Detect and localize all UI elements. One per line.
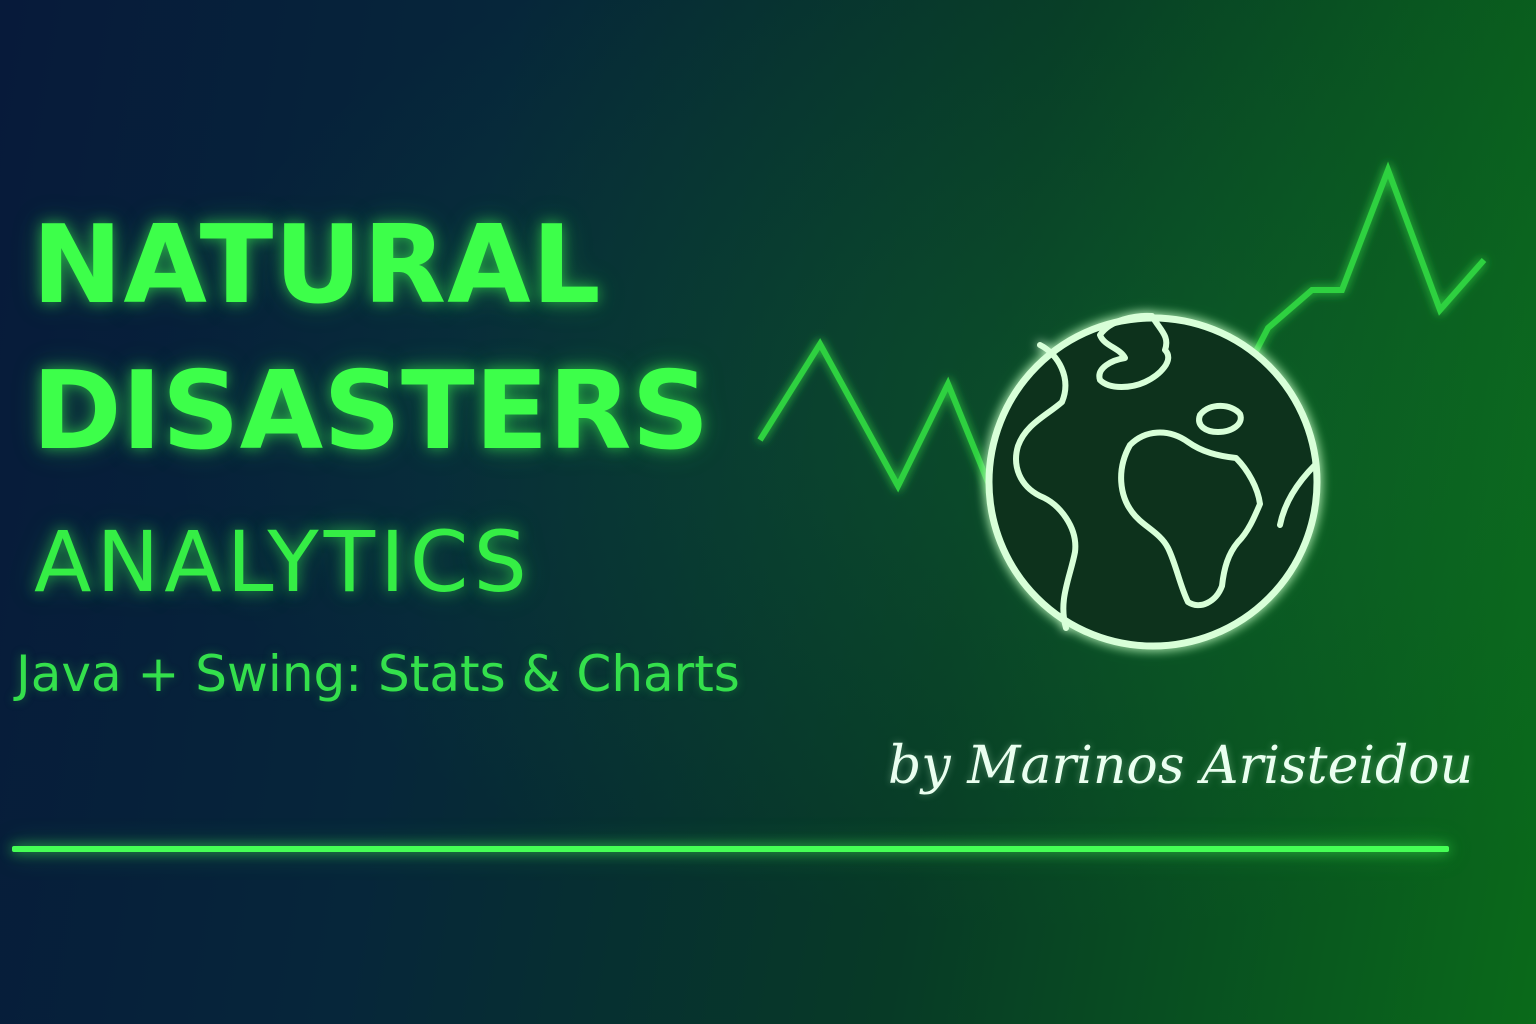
title-line-natural: NATURAL [32,203,602,328]
author-signature: by Marinos Aristeidou [888,736,1474,796]
title-line-disasters: DISASTERS [32,349,710,474]
divider-line [12,846,1449,852]
globe-icon [975,304,1331,660]
trend-graphic [757,140,1536,700]
title-line-analytics: ANALYTICS [34,513,532,611]
subtitle: Java + Swing: Stats & Charts [16,645,740,703]
